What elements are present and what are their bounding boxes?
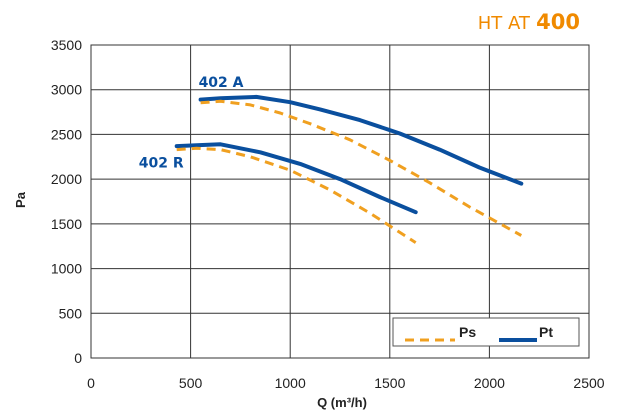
curve-402-r-ps — [176, 146, 417, 244]
plot-frame — [90, 44, 590, 359]
x-axis-label-text: Q (m³/h) — [317, 395, 367, 410]
y-tick-label: 0 — [74, 350, 82, 366]
y-tick-label: 2500 — [51, 126, 82, 142]
series-labels: 402 A 402 R — [139, 75, 244, 171]
axis-ticks: 0 500 1000 1500 2000 2500 0 500 1000 1500 2000 2500… — [51, 37, 605, 391]
x-tick-label: 2000 — [474, 375, 505, 391]
brand-prefix: HT AT — [478, 13, 531, 34]
y-tick-label: 3000 — [51, 82, 82, 98]
legend-ps-label: Ps — [459, 324, 476, 340]
x-tick-label: 1000 — [275, 375, 306, 391]
x-tick-label: 0 — [87, 375, 95, 391]
y-tick-label: 3500 — [51, 37, 82, 53]
y-axis-label: Pa — [13, 191, 28, 208]
x-axis-label: Q (m³/h) — [317, 395, 367, 410]
y-tick-label: 1500 — [51, 216, 82, 232]
brand-number: 400 — [536, 10, 580, 34]
y-tick-label: 500 — [59, 305, 83, 321]
x-tick-label: 2500 — [573, 375, 604, 391]
curves — [174, 94, 524, 244]
x-tick-label: 1500 — [374, 375, 405, 391]
curve-402-a-ps — [200, 99, 523, 237]
brand-title: HT AT 400 — [478, 10, 580, 34]
curve-402-r-pt — [174, 142, 418, 215]
y-tick-label: 1000 — [51, 261, 82, 277]
y-tick-label: 2000 — [51, 171, 82, 187]
series-label-402-r: 402 R — [139, 156, 184, 172]
series-label-402-a: 402 A — [199, 75, 244, 91]
legend-pt-label: Pt — [539, 324, 553, 340]
curve-402-a-pt — [198, 94, 524, 186]
x-tick-label: 500 — [179, 375, 203, 391]
grid — [90, 44, 590, 359]
legend: Ps Pt — [392, 317, 580, 347]
